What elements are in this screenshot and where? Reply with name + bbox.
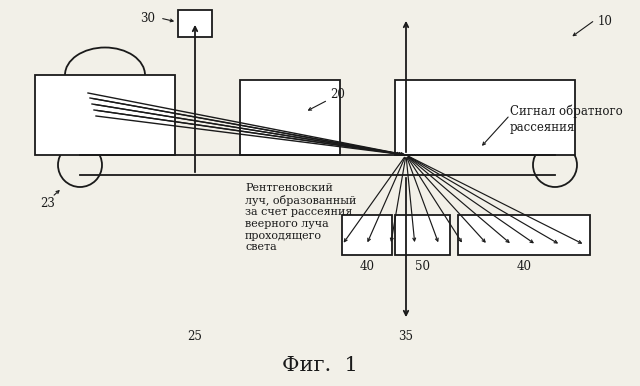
Bar [35,75,175,155]
Text: 35: 35 [399,330,413,343]
Bar [178,10,212,37]
Text: 20: 20 [330,88,345,102]
Text: 30: 30 [140,12,155,25]
Bar [240,80,340,155]
Text: 25: 25 [188,330,202,343]
Text: 10: 10 [598,15,613,28]
Bar [395,215,450,255]
Bar [458,215,590,255]
Text: Сигнал обратного
рассеяния: Сигнал обратного рассеяния [510,105,623,134]
Text: 50: 50 [415,260,429,273]
Text: 40: 40 [516,260,531,273]
Bar [395,80,575,155]
Text: 23: 23 [40,197,55,210]
Text: Фиг.  1: Фиг. 1 [282,356,358,375]
Text: Рентгеновский
луч, образованный
за счет рассеяния
веерного луча
проходящего
свет: Рентгеновский луч, образованный за счет … [245,183,356,252]
Bar [342,215,392,255]
Text: 40: 40 [360,260,374,273]
